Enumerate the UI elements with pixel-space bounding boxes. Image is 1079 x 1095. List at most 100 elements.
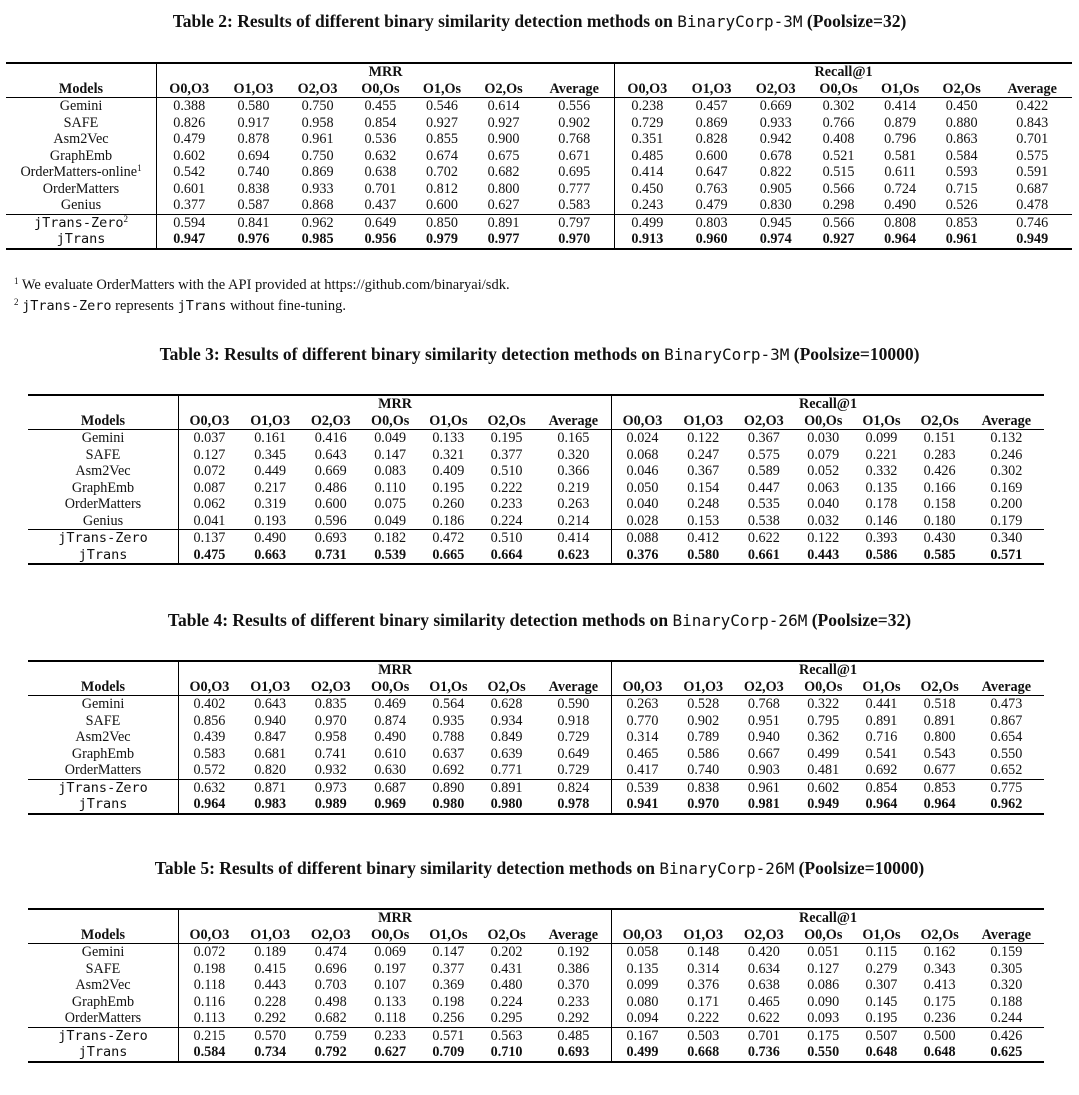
recall-value: 0.507 bbox=[852, 1026, 911, 1044]
models-header: Models bbox=[28, 412, 179, 430]
footnote-2-code2: jTrans bbox=[177, 298, 227, 314]
table-3-caption: Table 3: Results of different binary sim… bbox=[0, 343, 1079, 366]
recall-value: 0.550 bbox=[990, 745, 1023, 762]
mrr-value: 0.980 bbox=[477, 796, 536, 815]
col-header-recall: Average bbox=[968, 412, 1044, 430]
recall-value: 0.940 bbox=[747, 729, 780, 745]
mrr-value: 0.600 bbox=[314, 496, 347, 512]
recall-value: 0.518 bbox=[923, 696, 956, 712]
mrr-value: 0.472 bbox=[419, 529, 478, 547]
mrr-value: 0.674 bbox=[426, 147, 458, 164]
mrr-value: 0.854 bbox=[364, 114, 397, 131]
mrr-value: 0.649 bbox=[349, 213, 412, 231]
mrr-value: 0.856 bbox=[177, 712, 240, 729]
recall-value: 0.222 bbox=[687, 1010, 720, 1026]
mrr-value: 0.594 bbox=[156, 213, 222, 231]
mrr-value: 0.072 bbox=[177, 463, 240, 480]
recall-value: 0.867 bbox=[990, 712, 1023, 729]
mrr-value: 0.319 bbox=[254, 496, 287, 512]
mrr-value: 0.416 bbox=[314, 430, 347, 446]
col-header-recall: O0,Os bbox=[794, 678, 853, 696]
mrr-value: 0.224 bbox=[490, 993, 523, 1010]
table-row: SAFE 0.127 0.345 0.643 0.147 0.321 0.377 0.320 0… bbox=[28, 446, 1044, 463]
mrr-value: 0.069 bbox=[374, 944, 407, 960]
group-recall: Recall@1 bbox=[611, 660, 1044, 679]
mrr-value: 0.486 bbox=[314, 479, 347, 496]
recall-value: 0.236 bbox=[923, 1010, 956, 1026]
mrr-value: 0.386 bbox=[557, 960, 590, 977]
recall-value: 0.960 bbox=[679, 231, 744, 250]
mrr-value: 0.409 bbox=[432, 463, 465, 479]
mrr-value: 0.219 bbox=[557, 479, 590, 496]
mrr-value: 0.627 bbox=[361, 1044, 420, 1063]
caption-dataset: BinaryCorp-26M bbox=[672, 611, 808, 630]
mrr-value: 0.918 bbox=[557, 712, 590, 729]
corner-cell bbox=[6, 62, 157, 81]
col-header-mrr: Average bbox=[535, 678, 612, 696]
mrr-value: 0.623 bbox=[535, 546, 612, 565]
model-label: jTrans-Zero bbox=[58, 1027, 148, 1044]
mrr-value: 0.890 bbox=[419, 778, 478, 796]
col-header-mrr: O1,O3 bbox=[239, 412, 301, 430]
mrr-value: 0.587 bbox=[237, 197, 270, 213]
mrr-value: 0.740 bbox=[237, 164, 270, 180]
model-name: Gemini bbox=[28, 696, 179, 713]
recall-value: 0.539 bbox=[611, 778, 673, 796]
recall-value: 0.080 bbox=[611, 993, 673, 1010]
mrr-value: 0.841 bbox=[221, 213, 286, 231]
recall-value: 0.367 bbox=[687, 463, 720, 479]
col-header-mrr: O1,Os bbox=[419, 678, 478, 696]
table-row: jTrans 0.584 0.734 0.792 0.627 0.709 0.710 0.69… bbox=[28, 1044, 1044, 1063]
mrr-value: 0.750 bbox=[301, 147, 334, 164]
recall-value: 0.830 bbox=[759, 197, 792, 213]
mrr-value: 0.978 bbox=[535, 796, 612, 815]
recall-value: 0.716 bbox=[865, 729, 898, 745]
group-recall: Recall@1 bbox=[611, 394, 1044, 413]
recall-value: 0.145 bbox=[865, 993, 898, 1010]
recall-value: 0.964 bbox=[910, 796, 969, 815]
recall-value: 0.243 bbox=[614, 197, 680, 214]
mrr-value: 0.729 bbox=[557, 762, 590, 778]
mrr-value: 0.602 bbox=[156, 147, 222, 164]
recall-value: 0.701 bbox=[733, 1026, 795, 1044]
model-name: jTrans bbox=[6, 231, 157, 250]
recall-value: 0.099 bbox=[865, 430, 898, 446]
recall-value: 0.195 bbox=[865, 1010, 898, 1026]
table-2-caption: Table 2: Results of different binary sim… bbox=[0, 10, 1079, 33]
table-3: MRR Recall@1 Models O0,O3 O1,O3 O2,O3 O0,Os O1,… bbox=[28, 394, 1044, 565]
col-header-recall: O2,O3 bbox=[733, 926, 795, 944]
recall-value: 0.058 bbox=[611, 943, 673, 961]
recall-value: 0.122 bbox=[794, 529, 853, 547]
model-label: Gemini bbox=[81, 430, 125, 446]
recall-value: 0.566 bbox=[807, 213, 870, 231]
recall-value: 0.178 bbox=[865, 496, 898, 512]
recall-value: 0.159 bbox=[990, 944, 1023, 960]
col-header-recall: O0,O3 bbox=[611, 926, 673, 944]
col-header-recall: O0,O3 bbox=[611, 412, 673, 430]
mrr-value: 0.979 bbox=[411, 231, 473, 250]
recall-value: 0.853 bbox=[910, 778, 969, 796]
recall-value: 0.146 bbox=[865, 512, 898, 529]
model-label: Asm2Vec bbox=[75, 463, 131, 479]
recall-value: 0.322 bbox=[807, 696, 840, 712]
footnote-2-code: jTrans-Zero bbox=[22, 298, 112, 314]
model-name: OrderMatters bbox=[6, 181, 157, 198]
mrr-value: 0.871 bbox=[239, 778, 301, 796]
mrr-value: 0.490 bbox=[239, 529, 301, 547]
recall-value: 0.927 bbox=[807, 231, 870, 250]
recall-value: 0.586 bbox=[852, 546, 911, 565]
col-header-mrr: O0,O3 bbox=[177, 412, 240, 430]
recall-value: 0.652 bbox=[990, 762, 1023, 778]
mrr-value: 0.675 bbox=[487, 147, 520, 164]
models-header: Models bbox=[28, 678, 179, 696]
recall-value: 0.789 bbox=[687, 729, 720, 745]
mrr-value: 0.812 bbox=[426, 180, 458, 197]
mrr-value: 0.431 bbox=[490, 960, 523, 977]
recall-value: 0.602 bbox=[794, 778, 853, 796]
mrr-value: 0.049 bbox=[374, 430, 407, 446]
recall-value: 0.154 bbox=[687, 479, 720, 496]
mrr-value: 0.165 bbox=[557, 430, 590, 446]
recall-value: 0.420 bbox=[747, 944, 780, 960]
recall-value: 0.692 bbox=[865, 762, 898, 778]
col-header-mrr: O0,Os bbox=[349, 80, 412, 98]
